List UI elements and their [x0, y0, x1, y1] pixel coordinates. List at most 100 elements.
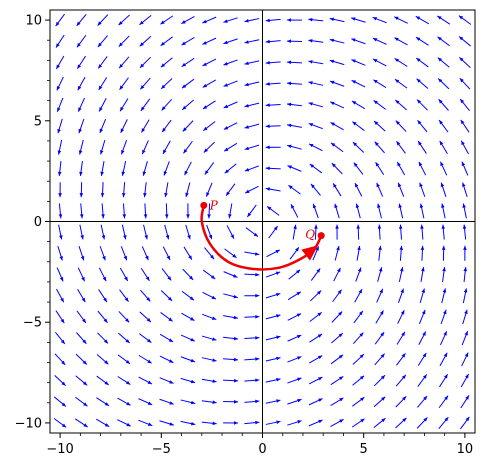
field-arrow	[308, 419, 323, 427]
field-arrow	[287, 313, 302, 321]
field-arrow	[441, 245, 446, 261]
field-arrow	[223, 293, 238, 299]
field-arrow	[57, 139, 63, 155]
field-arrow	[415, 15, 430, 25]
field-arrow	[438, 416, 449, 430]
field-arrow	[223, 378, 239, 383]
field-arrow	[79, 203, 84, 219]
field-arrow	[286, 18, 302, 22]
field-arrow	[160, 57, 173, 68]
field-arrow	[159, 355, 174, 364]
field-arrow	[265, 187, 281, 192]
field-arrow	[372, 16, 387, 24]
field-arrow	[394, 58, 408, 67]
field-arrow	[139, 35, 152, 47]
field-arrow	[121, 224, 127, 240]
field-arrow	[265, 356, 281, 362]
field-arrow	[223, 421, 239, 425]
y-tick-label: 10	[25, 14, 42, 29]
field-arrow	[331, 332, 344, 344]
field-arrow	[160, 290, 173, 302]
field-arrow	[441, 288, 447, 304]
field-arrow	[98, 77, 108, 91]
field-arrow	[223, 142, 238, 152]
field-arrow	[117, 419, 131, 427]
field-arrow	[55, 55, 65, 70]
field-arrow	[202, 313, 217, 321]
field-arrow	[265, 18, 281, 23]
field-arrow	[140, 77, 151, 90]
field-arrow	[351, 100, 366, 110]
y-tick-label: 5	[34, 114, 42, 129]
field-arrow	[415, 57, 429, 68]
field-arrow	[58, 224, 63, 240]
field-arrow	[329, 59, 345, 66]
field-arrow	[100, 139, 106, 155]
field-arrow	[182, 120, 194, 132]
field-arrow	[181, 16, 195, 25]
field-arrow	[308, 60, 324, 65]
field-arrow	[439, 161, 448, 176]
field-arrow	[141, 119, 150, 133]
field-arrow	[244, 165, 260, 172]
field-arrow	[138, 398, 153, 406]
field-arrow	[265, 399, 281, 404]
field-arrow	[330, 142, 344, 153]
field-arrow	[397, 309, 405, 324]
field-arrow	[139, 333, 152, 343]
field-arrow	[118, 35, 130, 48]
field-arrow	[159, 420, 174, 426]
field-arrow	[330, 121, 344, 131]
field-arrow	[244, 357, 260, 361]
field-arrow	[139, 56, 152, 69]
field-arrow	[461, 352, 469, 367]
field-arrow	[77, 289, 86, 303]
field-arrow	[164, 203, 169, 219]
field-arrow	[462, 224, 467, 240]
field-arrow	[415, 36, 429, 46]
field-arrow	[312, 246, 320, 261]
field-arrow	[308, 17, 324, 22]
field-arrow	[462, 288, 468, 304]
field-arrow	[97, 310, 108, 324]
field-arrow	[331, 162, 343, 175]
field-arrow	[418, 331, 427, 345]
field-arrow	[265, 60, 281, 65]
field-arrow	[459, 56, 471, 68]
field-arrow	[308, 376, 323, 385]
field-arrow	[309, 163, 323, 174]
field-arrow	[417, 352, 427, 366]
field-arrow	[265, 314, 281, 320]
field-arrow	[334, 203, 340, 219]
field-arrow	[438, 98, 449, 111]
field-arrow	[308, 398, 323, 406]
field-arrow	[397, 182, 405, 197]
field-arrow	[289, 246, 300, 260]
field-arrow	[356, 245, 361, 261]
field-arrow	[329, 38, 345, 44]
field-arrow	[373, 396, 386, 408]
field-arrow	[201, 378, 217, 383]
field-arrow	[78, 118, 85, 134]
field-arrow	[329, 80, 345, 87]
field-arrow	[162, 246, 171, 261]
field-arrow	[202, 121, 216, 132]
field-arrow	[76, 34, 87, 48]
field-arrow	[352, 121, 365, 131]
field-arrow	[54, 375, 66, 387]
x-tick-label: −10	[46, 442, 73, 457]
field-arrow	[377, 224, 382, 240]
field-arrow	[180, 356, 196, 363]
field-arrow	[286, 102, 302, 107]
field-arrow	[286, 60, 302, 65]
field-arrow	[245, 227, 259, 237]
field-arrow	[330, 101, 345, 109]
field-arrow	[98, 98, 107, 112]
field-arrow	[437, 36, 450, 47]
field-arrow	[351, 79, 366, 88]
field-arrow	[159, 377, 174, 384]
field-arrow	[201, 400, 217, 404]
field-arrow	[351, 38, 366, 45]
field-arrow	[163, 161, 170, 176]
field-arrow	[76, 332, 87, 345]
